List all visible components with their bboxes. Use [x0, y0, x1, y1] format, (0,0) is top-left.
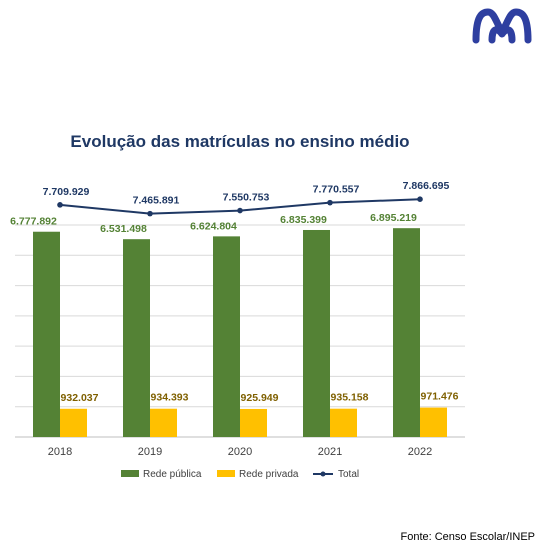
legend-label-rede-publica: Rede pública	[143, 469, 202, 480]
bar-rede-privada	[330, 408, 357, 437]
x-tick-label: 2022	[408, 446, 432, 458]
data-label-total: 7.709.929	[43, 186, 90, 198]
legend-label-total: Total	[338, 469, 359, 480]
data-label-total: 7.550.753	[223, 192, 270, 204]
bar-rede-publica	[303, 229, 330, 437]
legend-swatch-total-point	[320, 471, 326, 477]
data-label-rede-privada: 932.037	[61, 392, 99, 404]
bar-rede-publica	[213, 236, 240, 437]
x-tick-label: 2020	[228, 446, 252, 458]
point-total	[327, 199, 333, 206]
bar-rede-privada	[60, 408, 87, 437]
bar-rede-privada	[240, 408, 267, 437]
data-label-rede-publica: 6.835.399	[280, 214, 327, 226]
bar-rede-privada	[150, 408, 177, 437]
bar-rede-publica	[33, 231, 60, 437]
brand-logo-icon	[472, 8, 532, 44]
data-label-rede-privada: 935.158	[331, 392, 369, 404]
chart-title: Evolução das matrículas no ensino médio	[70, 132, 410, 151]
legend-label-rede-privada: Rede privada	[239, 469, 299, 480]
data-label-rede-publica: 6.895.219	[370, 212, 417, 224]
x-tick-label: 2018	[48, 446, 72, 458]
data-label-total: 7.866.695	[403, 180, 450, 192]
point-total	[57, 202, 63, 208]
legend-swatch-rede-publica	[121, 470, 139, 477]
data-label-rede-publica: 6.531.498	[100, 223, 147, 235]
point-total	[417, 196, 423, 202]
point-total	[147, 210, 153, 217]
data-label-rede-privada: 934.393	[151, 392, 189, 404]
data-label-total: 7.770.557	[313, 184, 360, 196]
bar-rede-privada	[420, 407, 447, 437]
bar-rede-publica	[393, 228, 420, 437]
data-label-total: 7.465.891	[133, 195, 180, 207]
point-total	[237, 207, 243, 214]
data-label-rede-privada: 971.476	[421, 391, 459, 403]
x-tick-label: 2019	[138, 446, 162, 458]
data-label-rede-publica: 6.624.804	[190, 220, 237, 232]
legend-swatch-rede-privada	[217, 470, 235, 477]
bar-rede-publica	[123, 239, 150, 437]
data-label-rede-publica: 6.777.892	[10, 216, 57, 228]
data-label-rede-privada: 925.949	[241, 392, 279, 404]
source-note: Fonte: Censo Escolar/INEP	[400, 531, 535, 543]
x-tick-label: 2021	[318, 446, 342, 458]
